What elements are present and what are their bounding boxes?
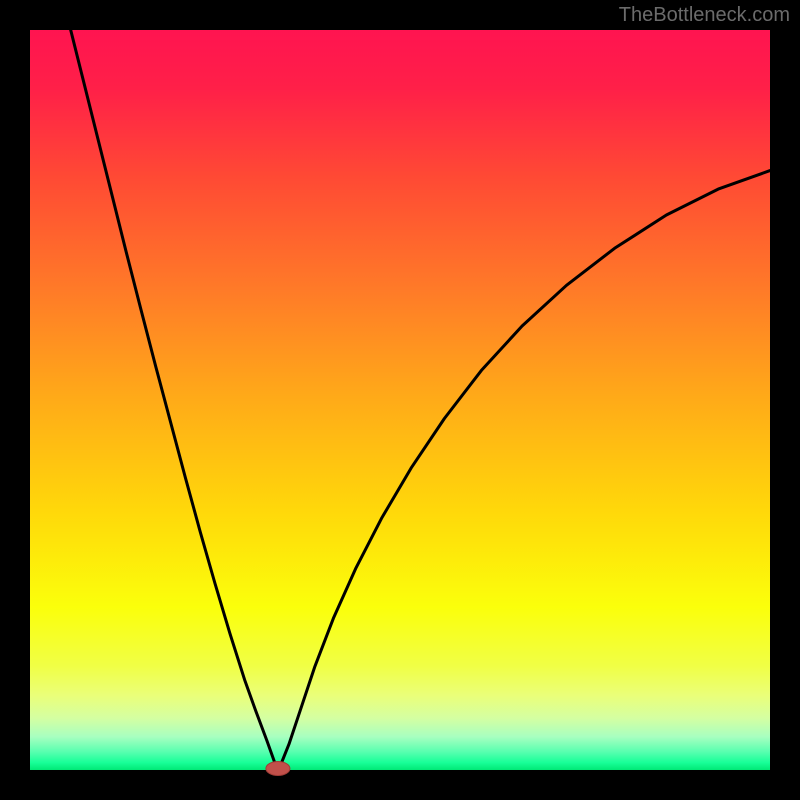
watermark-text: TheBottleneck.com: [619, 4, 790, 27]
bottleneck-chart: TheBottleneck.com: [0, 0, 800, 800]
chart-svg: [0, 0, 800, 800]
optimal-point-marker: [266, 762, 290, 776]
plot-gradient-area: [30, 30, 770, 770]
